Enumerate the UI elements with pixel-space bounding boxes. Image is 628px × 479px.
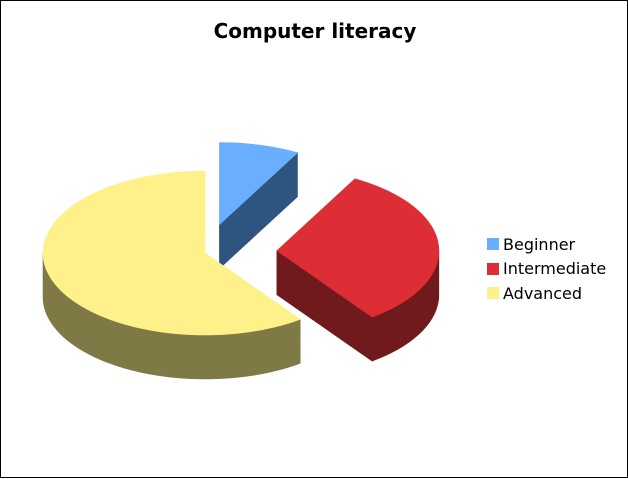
slice-intermediate xyxy=(276,178,440,318)
legend-swatch xyxy=(487,238,499,251)
legend-swatch xyxy=(487,262,499,275)
legend-item-advanced: Advanced xyxy=(487,281,606,306)
legend-label: Advanced xyxy=(503,283,583,303)
legend-label: Beginner xyxy=(503,234,576,254)
legend-item-beginner: Beginner xyxy=(487,232,606,257)
pie-tops xyxy=(42,142,440,336)
slice-advanced xyxy=(42,170,301,336)
legend-swatch xyxy=(487,287,499,300)
pie-sides xyxy=(42,152,440,380)
slice-beginner xyxy=(219,142,299,226)
legend-label: Intermediate xyxy=(503,259,607,279)
legend-item-intermediate: Intermediate xyxy=(487,257,606,282)
legend: Beginner Intermediate Advanced xyxy=(487,232,606,306)
chart-title: Computer literacy xyxy=(213,19,417,43)
